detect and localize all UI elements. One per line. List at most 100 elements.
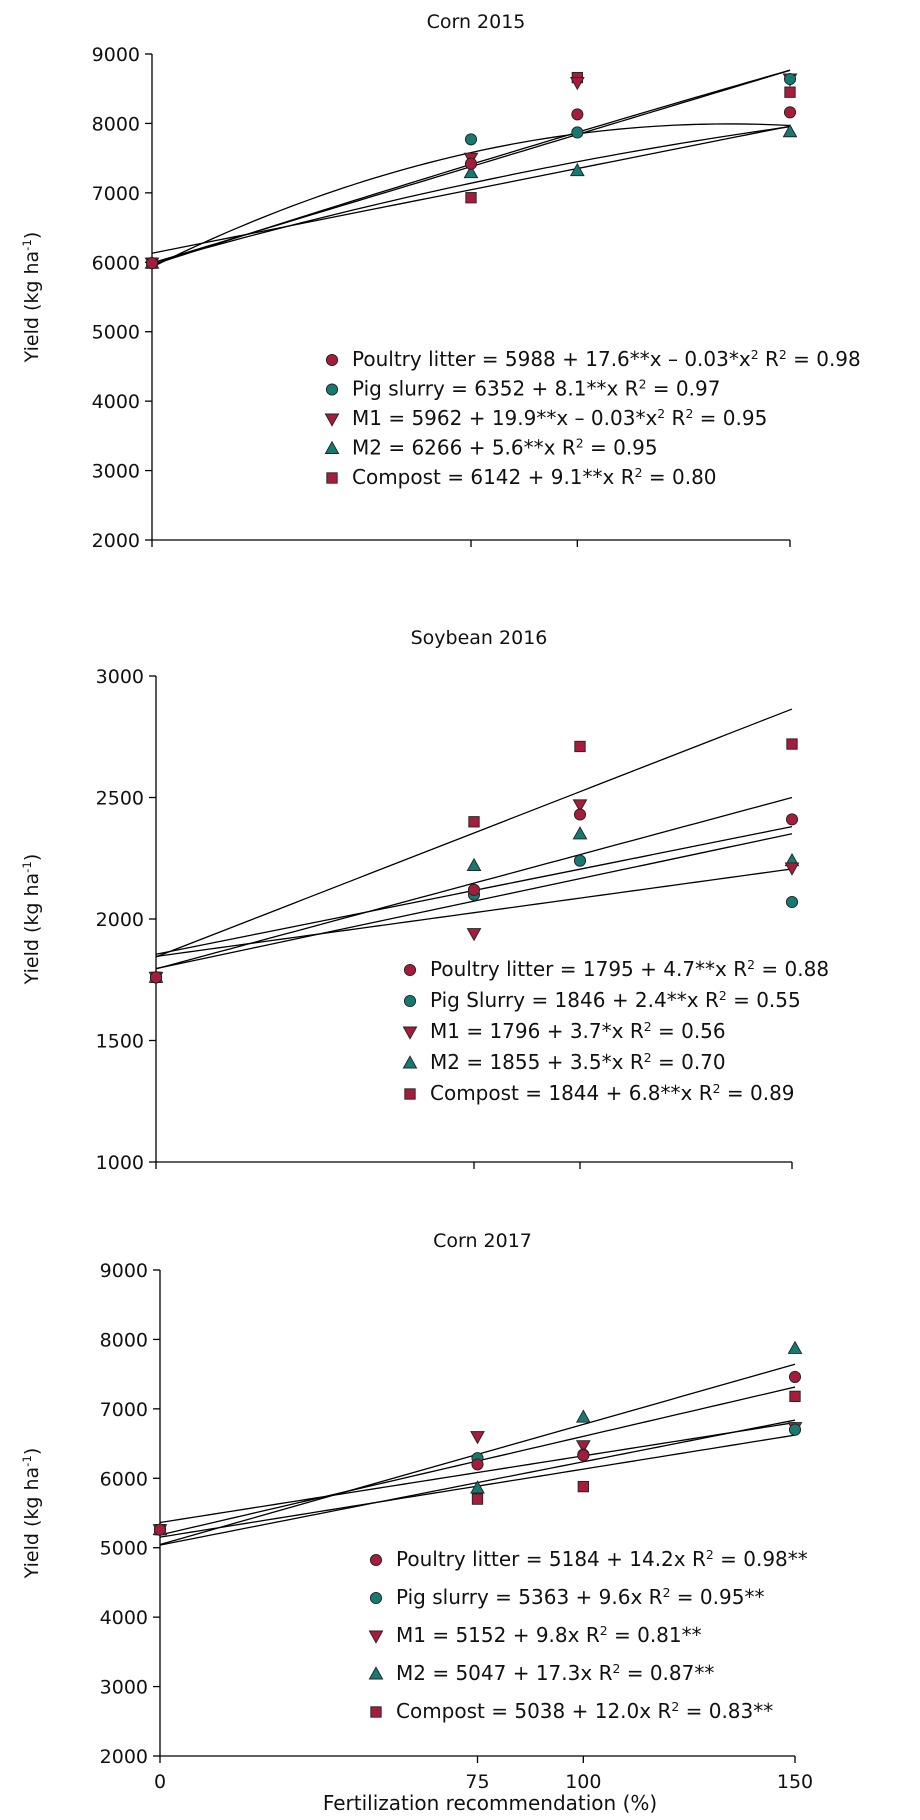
y-tick-label: 6000 bbox=[100, 1468, 148, 1490]
legend-marker-m2 bbox=[402, 1055, 418, 1069]
legend-marker-m1 bbox=[324, 413, 340, 427]
fit-line-pig bbox=[151, 123, 791, 268]
data-point-compost bbox=[574, 740, 586, 753]
data-point-compost bbox=[471, 1493, 484, 1505]
legend-label-m2: M2 = 6266 + 5.6**x R2 = 0.95 bbox=[352, 435, 658, 460]
y-tick-label: 3000 bbox=[100, 1677, 148, 1699]
chart-panel-1: Corn 2015 2000 3000 4000 5000 6000 7000 8000 900… bbox=[20, 11, 861, 552]
y-tick-label: 2000 bbox=[92, 530, 140, 552]
data-point-poultry bbox=[788, 1370, 802, 1383]
legend-label-poultry: Poultry litter = 5988 + 17.6**x – 0.03*x… bbox=[352, 347, 861, 372]
legend-label-pig: Pig slurry = 5363 + 9.6x R2 = 0.95** bbox=[396, 1585, 764, 1610]
x-tick-label: 75 bbox=[465, 1771, 489, 1793]
data-point-m1 bbox=[466, 928, 482, 942]
data-point-m2 bbox=[787, 1340, 803, 1354]
legend: Poultry litter = 1795 + 4.7**x R2 = 0.88… bbox=[402, 957, 829, 1106]
y-tick-label: 6000 bbox=[92, 252, 140, 274]
y-tick-label: 4000 bbox=[92, 391, 140, 413]
legend-label-compost: Compost = 1844 + 6.8**x R2 = 0.89 bbox=[430, 1081, 795, 1106]
y-tick-label: 9000 bbox=[92, 44, 140, 66]
fit-line-poultry bbox=[155, 796, 793, 970]
fit-line-m2 bbox=[151, 125, 791, 254]
legend-marker-poultry bbox=[325, 353, 339, 367]
legend-marker-compost bbox=[370, 1706, 382, 1718]
data-point-poultry bbox=[467, 883, 481, 896]
legend-marker-compost bbox=[326, 472, 338, 484]
data-point-pig bbox=[783, 72, 797, 86]
legend-label-compost: Compost = 6142 + 9.1**x R2 = 0.80 bbox=[352, 465, 717, 490]
legend-marker-pig bbox=[403, 994, 417, 1008]
legend-marker-m1 bbox=[402, 1026, 418, 1040]
fit-line-poultry bbox=[151, 126, 791, 264]
data-point-compost bbox=[468, 816, 480, 828]
chart-title: Soybean 2016 bbox=[411, 627, 548, 649]
x-axis-label: Fertilization recommendation (%) bbox=[323, 1791, 657, 1815]
legend-label-pig: Pig slurry = 6352 + 8.1**x R2 = 0.97 bbox=[352, 376, 720, 401]
y-tick-label: 9000 bbox=[100, 1260, 148, 1282]
legend-marker-m2 bbox=[324, 440, 340, 454]
y-tick-label: 1500 bbox=[96, 1031, 144, 1053]
y-tick-label: 1000 bbox=[96, 1152, 144, 1174]
y-tick-label: 8000 bbox=[92, 113, 140, 135]
fit-line-compost bbox=[155, 708, 793, 958]
data-point-m2 bbox=[572, 826, 588, 840]
legend: Poultry litter = 5988 + 17.6**x – 0.03*x… bbox=[324, 347, 861, 490]
chart-title: Corn 2015 bbox=[427, 11, 526, 33]
y-axis-label: Yield (kg ha-1) bbox=[20, 854, 43, 986]
legend-label-poultry: Poultry litter = 5184 + 14.2x R2 = 0.98*… bbox=[396, 1547, 808, 1572]
data-point-m2 bbox=[569, 162, 585, 177]
data-point-m1 bbox=[784, 862, 800, 876]
data-point-pig bbox=[573, 854, 587, 867]
data-point-m1 bbox=[569, 77, 585, 91]
chart-panel-2: Soybean 2016 1000 1500 2000 2500 3000 Yield (k… bbox=[20, 627, 829, 1174]
data-point-m2 bbox=[466, 857, 482, 871]
legend-label-poultry: Poultry litter = 1795 + 4.7**x R2 = 0.88 bbox=[430, 957, 829, 982]
legend-marker-compost bbox=[404, 1088, 416, 1100]
chart-title: Corn 2017 bbox=[433, 1230, 532, 1252]
chart-panel-3: Corn 2017 2000 3000 4000 5000 6000 7000 8000 900… bbox=[20, 1230, 813, 1793]
legend-marker-pig bbox=[325, 383, 339, 396]
data-point-poultry bbox=[577, 1449, 590, 1462]
data-point-pig bbox=[464, 133, 478, 146]
data-point-pig bbox=[788, 1423, 802, 1436]
y-tick-label: 7000 bbox=[92, 183, 140, 205]
data-point-m1 bbox=[572, 799, 588, 813]
legend-label-m2: M2 = 1855 + 3.5*x R2 = 0.70 bbox=[430, 1050, 726, 1075]
x-tick-label: 150 bbox=[777, 1771, 813, 1793]
legend-label-compost: Compost = 5038 + 12.0x R2 = 0.83** bbox=[396, 1699, 773, 1724]
y-axis-label: Yield (kg ha-1) bbox=[20, 1448, 43, 1580]
data-point-poultry bbox=[573, 808, 587, 821]
data-point-m1 bbox=[575, 1440, 591, 1454]
data-point-compost bbox=[465, 192, 477, 204]
legend-marker-pig bbox=[369, 1591, 383, 1605]
legend-marker-poultry bbox=[403, 963, 417, 977]
fit-line-m1 bbox=[155, 833, 793, 970]
y-tick-label: 2000 bbox=[100, 1746, 148, 1768]
legend-label-m1: M1 = 5152 + 9.8x R2 = 0.81** bbox=[396, 1623, 702, 1648]
y-tick-label: 3000 bbox=[92, 461, 140, 483]
data-point-poultry bbox=[145, 257, 159, 270]
y-axis-label: Yield (kg ha-1) bbox=[20, 232, 43, 364]
fit-line-pig bbox=[159, 1421, 796, 1524]
legend-marker-poultry bbox=[369, 1553, 383, 1567]
data-point-poultry bbox=[783, 106, 797, 119]
legend-label-m2: M2 = 5047 + 17.3x R2 = 0.87** bbox=[396, 1661, 714, 1686]
legend: Poultry litter = 5184 + 14.2x R2 = 0.98*… bbox=[368, 1547, 808, 1724]
y-tick-label: 2000 bbox=[96, 909, 144, 931]
data-point-compost bbox=[577, 1480, 589, 1493]
data-point-m2 bbox=[782, 124, 798, 138]
legend-label-m1: M1 = 1796 + 3.7*x R2 = 0.56 bbox=[430, 1019, 726, 1044]
y-tick-label: 5000 bbox=[100, 1538, 148, 1560]
data-point-m1 bbox=[470, 1431, 485, 1445]
data-point-pig bbox=[785, 895, 799, 909]
y-tick-label: 3000 bbox=[96, 666, 144, 688]
data-point-poultry bbox=[571, 108, 584, 121]
data-point-poultry bbox=[149, 971, 163, 984]
data-point-poultry bbox=[471, 1458, 484, 1471]
legend-label-m1: M1 = 5962 + 19.9**x – 0.03*x2 R2 = 0.95 bbox=[352, 406, 767, 431]
legend-label-pig: Pig Slurry = 1846 + 2.4**x R2 = 0.55 bbox=[430, 988, 801, 1013]
fit-line-pig bbox=[155, 868, 793, 958]
data-point-pig bbox=[571, 126, 584, 139]
data-point-poultry bbox=[153, 1523, 167, 1536]
